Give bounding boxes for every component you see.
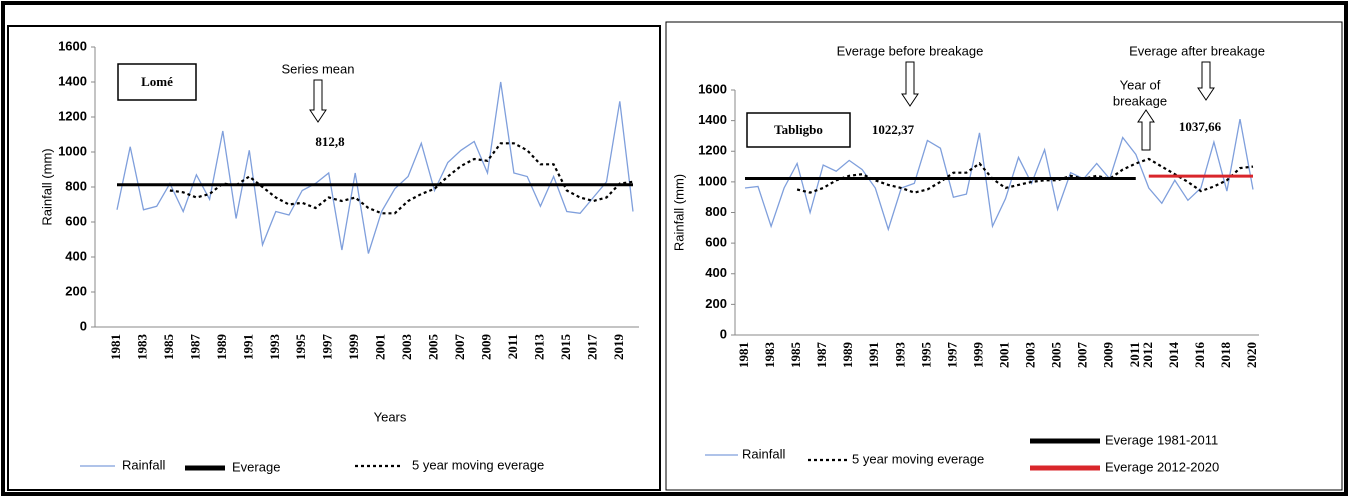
y-axis-label: Rainfall (mm): [39, 148, 54, 225]
y-tick-label: 800: [65, 178, 87, 193]
x-tick-label: 2019: [611, 334, 626, 361]
x-tick-label: 2001: [373, 334, 388, 360]
x-tick-label: 1981: [108, 334, 123, 360]
legend-label: 5 year moving everage: [852, 451, 984, 466]
x-tick-label: 2005: [1049, 342, 1064, 369]
y-tick-label: 0: [720, 326, 727, 341]
value-label: 1022,37: [872, 122, 915, 137]
value-label: 1037,66: [1179, 119, 1222, 134]
y-tick-label: 200: [65, 283, 87, 298]
x-tick-label: 1981: [736, 342, 751, 368]
legend-label: Everage: [232, 459, 280, 474]
series-line: [169, 142, 634, 215]
x-tick-label: 1995: [918, 342, 933, 369]
annotation-arrow: [1197, 61, 1215, 101]
annotation-arrow: [901, 61, 919, 107]
x-axis-label: Years: [374, 409, 407, 424]
x-tick-label: 2020: [1244, 342, 1259, 368]
annotation: Everage before breakage: [837, 43, 984, 58]
x-tick-label: 2011: [505, 334, 520, 359]
legend-label: Everage 1981-2011: [1105, 432, 1218, 447]
x-tick-label: 2005: [426, 334, 441, 361]
y-tick-label: 1600: [58, 38, 87, 53]
x-tick-label: 1983: [762, 342, 777, 369]
title-box: [117, 63, 197, 101]
title-box: [746, 112, 851, 148]
x-tick-label: 2013: [531, 334, 546, 361]
annotation: Year of: [1120, 77, 1161, 92]
x-tick-label: 2011: [1127, 342, 1142, 367]
x-tick-label: 2012: [1140, 342, 1155, 368]
annotation: Series mean: [282, 61, 355, 76]
x-tick-label: 1989: [214, 334, 229, 361]
x-tick-label: 1985: [788, 342, 803, 369]
x-tick-label: 2016: [1192, 342, 1207, 369]
x-tick-label: 1993: [892, 342, 907, 369]
y-tick-label: 400: [705, 265, 727, 280]
x-tick-label: 2007: [1075, 342, 1090, 369]
legend-label: 5 year moving everage: [412, 457, 544, 472]
chart-title: Lomé: [141, 74, 173, 89]
x-tick-label: 2003: [399, 334, 414, 361]
y-tick-label: 1000: [58, 143, 87, 158]
annotation-arrow: [309, 79, 327, 123]
x-tick-label: 1999: [346, 334, 361, 361]
x-tick-label: 2015: [558, 334, 573, 361]
annotation: Everage after breakage: [1129, 43, 1265, 58]
x-tick-label: 2003: [1023, 342, 1038, 369]
x-tick-label: 1991: [866, 342, 881, 368]
y-tick-label: 1400: [58, 73, 87, 88]
annotation: breakage: [1113, 93, 1167, 108]
x-tick-label: 1989: [840, 342, 855, 369]
x-tick-label: 1983: [134, 334, 149, 361]
y-tick-label: 800: [705, 204, 727, 219]
y-tick-label: 1200: [58, 108, 87, 123]
x-tick-label: 2007: [452, 334, 467, 361]
x-tick-label: 1987: [814, 342, 829, 369]
y-axis-label: Rainfall (mm): [671, 174, 686, 251]
series-line: [116, 81, 634, 254]
y-tick-label: 1000: [698, 173, 727, 188]
x-tick-label: 1993: [267, 334, 282, 361]
y-tick-label: 0: [80, 318, 87, 333]
y-tick-label: 600: [65, 213, 87, 228]
x-tick-label: 2017: [584, 334, 599, 361]
value-label: 812,8: [315, 134, 345, 149]
y-tick-label: 1400: [698, 112, 727, 127]
y-tick-label: 400: [65, 248, 87, 263]
x-tick-label: 2001: [996, 342, 1011, 368]
x-tick-label: 2014: [1166, 342, 1181, 369]
x-tick-label: 1997: [944, 342, 959, 369]
y-tick-label: 1600: [698, 81, 727, 96]
legend-label: Rainfall: [742, 446, 785, 461]
series-line: [796, 157, 1254, 194]
right-panel-frame: [665, 21, 1343, 491]
x-tick-label: 2009: [478, 334, 493, 361]
y-tick-label: 600: [705, 235, 727, 250]
x-tick-label: 1991: [240, 334, 255, 360]
x-tick-label: 1999: [970, 342, 985, 369]
legend-label: Everage 2012-2020: [1105, 459, 1219, 474]
x-tick-label: 2009: [1101, 342, 1116, 369]
annotation-arrow: [1137, 109, 1155, 151]
x-tick-label: 1985: [161, 334, 176, 361]
series-line: [744, 118, 1254, 232]
x-tick-label: 1995: [293, 334, 308, 361]
y-tick-label: 1200: [698, 143, 727, 158]
x-tick-label: 1987: [187, 334, 202, 361]
x-tick-label: 2018: [1218, 342, 1233, 369]
x-tick-label: 1997: [320, 334, 335, 361]
y-tick-label: 200: [705, 296, 727, 311]
chart-title: Tabligbo: [774, 122, 823, 137]
legend-label: Rainfall: [122, 457, 165, 472]
left-panel-frame: [7, 25, 661, 491]
